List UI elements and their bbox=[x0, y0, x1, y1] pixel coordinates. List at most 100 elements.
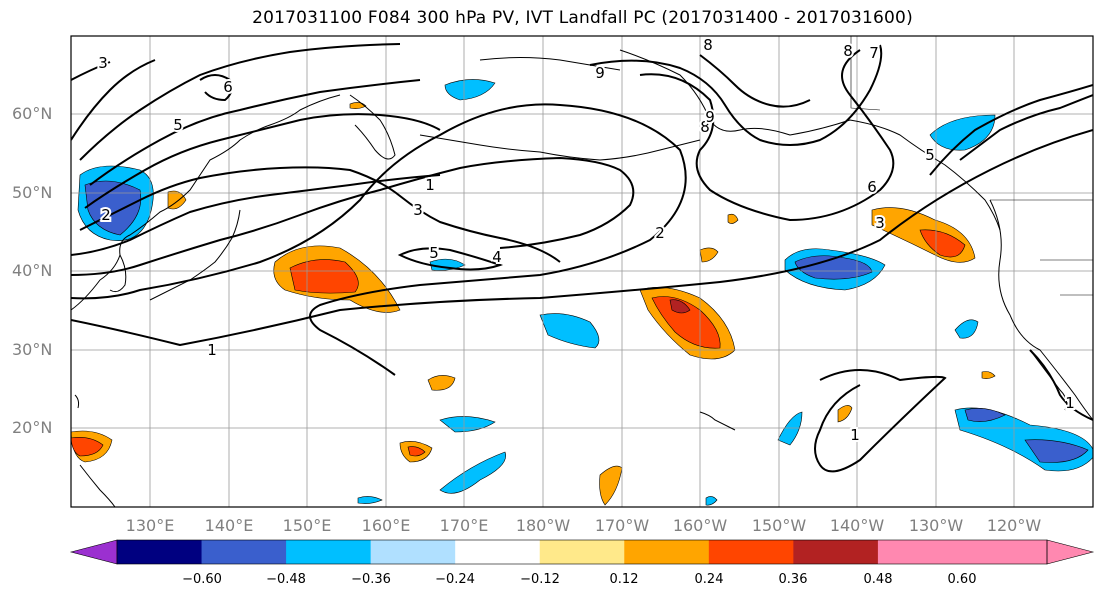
pv-contours bbox=[71, 43, 1093, 473]
borders bbox=[850, 36, 1093, 296]
pos-area-kuroshio-core bbox=[289, 259, 359, 294]
neg-area-northeast-pacific-core bbox=[794, 255, 873, 280]
contour-label-4: 4 bbox=[492, 248, 502, 266]
neg-area-bering bbox=[444, 79, 496, 101]
colorbar-cell-2 bbox=[201, 540, 287, 564]
gridlines bbox=[71, 36, 1093, 507]
lon-label-170W: 170°W bbox=[594, 516, 650, 535]
coast-korea bbox=[109, 254, 127, 293]
colorbar-tick-2: −0.48 bbox=[266, 572, 306, 587]
coast-alaska bbox=[619, 49, 1001, 231]
lon-label-140W: 140°W bbox=[829, 516, 885, 535]
map-frame bbox=[70, 35, 1094, 508]
colorbar-tick-7: 0.24 bbox=[694, 572, 724, 587]
contour-label-5b: 5 bbox=[429, 244, 439, 262]
colorbar-cell-1 bbox=[117, 540, 203, 564]
colorbar-frame bbox=[116, 539, 1048, 565]
neg-area-small-1 bbox=[954, 319, 979, 339]
contour-labels: 1 1 1 1 2 2 3 3 3 4 5 5 5 6 6 7 8 8 8 9 … bbox=[96, 36, 1077, 446]
lon-label-130W: 130°W bbox=[908, 516, 964, 535]
pos-area-west-coast-core bbox=[919, 229, 966, 258]
lat-label-30N: 30°N bbox=[12, 340, 53, 359]
pos-area-small-3 bbox=[699, 247, 719, 263]
figure-title: 2017031100 F084 300 hPa PV, IVT Landfall… bbox=[252, 8, 913, 28]
contour-label-1c: 1 bbox=[850, 426, 860, 444]
coast-asia bbox=[71, 94, 341, 311]
contour-label-8b: 8 bbox=[843, 42, 853, 60]
colorbar-cell-11 bbox=[962, 540, 1048, 564]
neg-area-subtropics-1 bbox=[439, 416, 496, 433]
colorbar-cell-9 bbox=[793, 540, 879, 564]
lat-label-40N: 40°N bbox=[12, 261, 53, 280]
pos-area-hawaii-north bbox=[599, 465, 623, 506]
lat-label-60N: 60°N bbox=[12, 104, 53, 123]
pos-area-small-2-core bbox=[407, 446, 426, 457]
lon-label-170E: 170°E bbox=[439, 516, 489, 535]
colorbar-tick-6: 0.12 bbox=[609, 572, 639, 587]
contour-label-1d: 1 bbox=[1065, 394, 1075, 412]
neg-area-southeast-core bbox=[964, 408, 1006, 422]
contour-label-3b: 3 bbox=[413, 201, 423, 219]
lon-label-160W: 160°W bbox=[672, 516, 728, 535]
contour-label-9: 9 bbox=[705, 108, 715, 126]
contour-label-8: 8 bbox=[703, 36, 713, 54]
lon-label-140E: 140°E bbox=[204, 516, 254, 535]
lon-label-150W: 150°W bbox=[751, 516, 807, 535]
colorbar-cell-4 bbox=[370, 540, 456, 564]
coastlines bbox=[71, 49, 1093, 507]
contour-label-5c: 5 bbox=[925, 146, 935, 164]
coast-hawaii bbox=[699, 411, 736, 431]
pos-area-small-7 bbox=[727, 213, 739, 224]
neg-area-subtropics-3 bbox=[777, 411, 803, 446]
colorbar-tick-3: −0.36 bbox=[351, 572, 391, 587]
coast-philippines bbox=[79, 464, 116, 507]
pos-area-small-4 bbox=[837, 405, 853, 423]
contour-label-3: 3 bbox=[98, 54, 108, 72]
contour-label-7: 7 bbox=[869, 44, 879, 62]
pos-area-small-1 bbox=[427, 375, 456, 391]
lon-label-150E: 150°E bbox=[282, 516, 332, 535]
contour-label-2b: 2 bbox=[101, 206, 111, 224]
neg-area-subtropics-2 bbox=[439, 451, 507, 494]
colorbar-cell-7 bbox=[624, 540, 710, 564]
contour-label-6: 6 bbox=[223, 78, 233, 96]
shading-layer bbox=[71, 79, 1093, 506]
colorbar-extend-right bbox=[1046, 539, 1095, 565]
colorbar bbox=[69, 539, 1095, 565]
lon-label-180W: 180°W bbox=[515, 516, 571, 535]
colorbar-cell-6 bbox=[539, 540, 625, 564]
colorbar-tick-1: −0.60 bbox=[182, 572, 222, 587]
neg-area-southeast-core2 bbox=[1024, 439, 1089, 463]
coast-chukotka bbox=[479, 57, 621, 71]
neg-area-central-pacific bbox=[539, 313, 600, 349]
contour-label-6b: 6 bbox=[867, 178, 877, 196]
lat-label-20N: 20°N bbox=[12, 418, 53, 437]
pos-area-south-china-core bbox=[71, 437, 104, 457]
lon-label-120W: 120°W bbox=[986, 516, 1042, 535]
colorbar-cell-5 bbox=[455, 540, 541, 564]
lat-label-50N: 50°N bbox=[12, 183, 53, 202]
lon-label-130E: 130°E bbox=[125, 516, 175, 535]
colorbar-cell-10 bbox=[877, 540, 963, 564]
pos-area-central-darkcore bbox=[669, 299, 691, 314]
coast-kamchatka bbox=[349, 94, 396, 160]
contour-label-8c: 8 bbox=[700, 118, 710, 136]
contour-label-1b: 1 bbox=[425, 176, 435, 194]
coast-north-america bbox=[989, 199, 1093, 421]
colorbar-cell-8 bbox=[708, 540, 794, 564]
coast-baja bbox=[1029, 349, 1068, 411]
colorbar-tick-8: 0.36 bbox=[778, 572, 808, 587]
coast-taiwan bbox=[74, 394, 80, 409]
neg-area-small-4 bbox=[429, 258, 466, 271]
neg-area-small-3 bbox=[705, 496, 718, 506]
contour-label-9b: 9 bbox=[595, 64, 605, 82]
coast-aleutians bbox=[419, 134, 701, 161]
contour-label-2: 2 bbox=[655, 224, 665, 242]
colorbar-cells bbox=[117, 540, 1048, 564]
pos-area-central-core bbox=[651, 296, 721, 349]
coast-japan bbox=[149, 209, 241, 301]
colorbar-tick-5: −0.12 bbox=[520, 572, 560, 587]
neg-area-gulf-alaska bbox=[929, 114, 996, 151]
contour-label-3c: 3 bbox=[875, 214, 885, 232]
